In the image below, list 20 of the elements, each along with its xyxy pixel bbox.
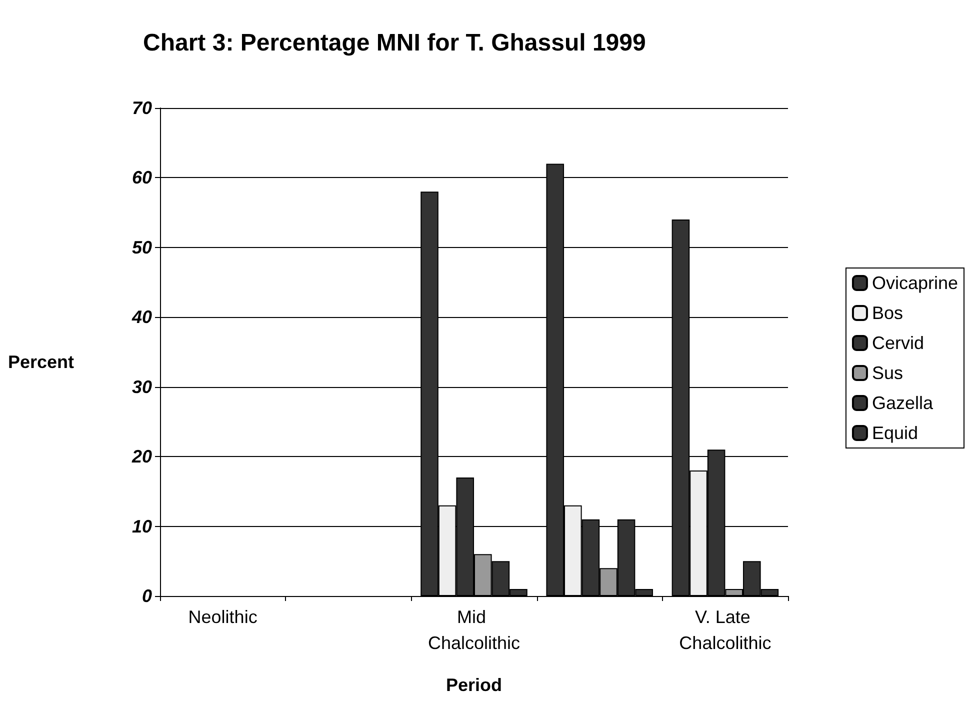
y-tick-label: 0 (142, 586, 152, 606)
y-tick-label: 30 (132, 376, 152, 397)
y-axis-title: Percent (8, 352, 74, 372)
y-tick-label: 10 (132, 516, 152, 536)
legend-label: Bos (872, 303, 903, 323)
y-tick-label: 50 (132, 237, 152, 258)
legend-label: Gazella (872, 393, 934, 413)
chart-title: Chart 3: Percentage MNI for T. Ghassul 1999 (143, 30, 646, 56)
legend-label: Cervid (872, 333, 924, 353)
legend-label: Equid (872, 423, 918, 443)
y-tick-label: 20 (130, 446, 152, 467)
legend-label: Sus (872, 363, 903, 383)
x-tick-label: Neolithic (188, 607, 258, 627)
x-axis-title: Period (446, 675, 502, 695)
y-tick-label: 60 (132, 168, 152, 188)
y-tick-label: 70 (132, 98, 152, 118)
x-tick-label: Mid Chalcolithic (428, 607, 520, 653)
y-tick-label: 40 (130, 307, 152, 328)
legend-label: Ovicaprine (872, 273, 958, 293)
x-tick-label: V. Late Chalcolithic (679, 607, 772, 653)
